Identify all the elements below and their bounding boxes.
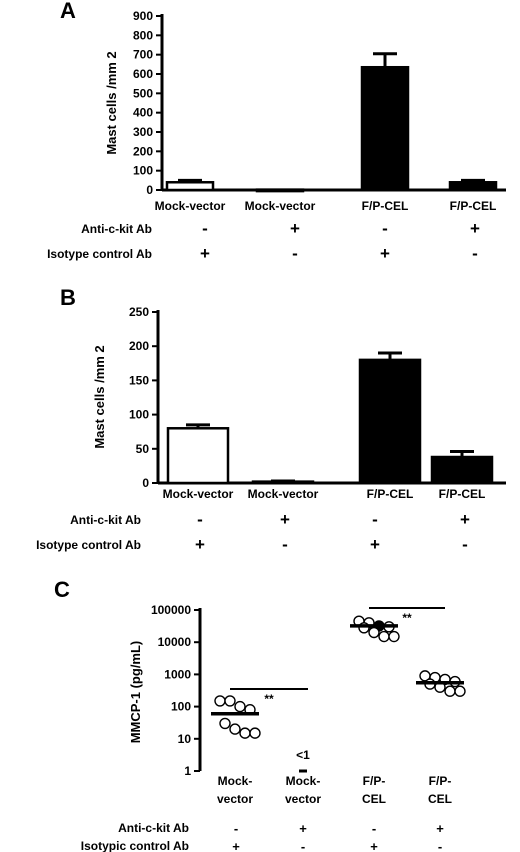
treatment-row-label: Isotypic control Ab [81, 839, 189, 852]
y-tick-label-b: 150 [129, 373, 149, 387]
category-label-c: Mock- [286, 774, 321, 788]
bar-b-3 [358, 358, 422, 485]
treatment-sign: + [370, 535, 380, 554]
bar-b-2 [251, 480, 315, 485]
panel-label-c: C [54, 577, 70, 602]
significance-label: ** [402, 611, 412, 625]
bar-a-1 [165, 181, 215, 192]
treatment-sign: + [299, 821, 307, 836]
treatment-sign: - [472, 244, 478, 263]
category-label-a: Mock-vector [245, 199, 316, 213]
y-tick-label-a: 100 [133, 164, 153, 178]
y-axis-title-b: Mast cells /mm 2 [92, 345, 107, 448]
treatment-sign: - [197, 510, 203, 529]
bar-a-4 [448, 181, 498, 192]
category-label-b: F/P-CEL [439, 487, 486, 501]
bar-b-1 [166, 427, 230, 485]
y-tick-label-b: 250 [129, 305, 149, 319]
data-point-c [219, 717, 231, 730]
y-tick-label-b: 50 [136, 442, 150, 456]
data-point-c [224, 695, 236, 707]
treatment-sign: + [280, 510, 290, 529]
y-tick-label-c: 100000 [151, 603, 191, 617]
category-label-b: F/P-CEL [367, 487, 414, 501]
bar-a-2 [255, 188, 305, 193]
treatment-sign: - [292, 244, 298, 263]
treatment-row-label: Anti-c-kit Ab [118, 821, 189, 835]
bar-a-3 [360, 65, 410, 192]
data-point-c [214, 695, 226, 707]
y-tick-label-a: 400 [133, 106, 153, 120]
treatment-sign: + [200, 244, 210, 263]
treatment-sign: + [380, 244, 390, 263]
data-point-c [249, 727, 261, 739]
treatment-sign: + [232, 839, 240, 852]
category-label-c: F/P- [363, 774, 386, 788]
category-label-c: CEL [428, 792, 452, 806]
y-tick-label-a: 500 [133, 86, 153, 100]
treatment-row-label: Isotype control Ab [36, 538, 141, 552]
data-point-c [239, 727, 251, 739]
y-tick-label-b: 0 [142, 476, 149, 490]
treatment-sign: - [438, 839, 442, 852]
panel-label-b: B [60, 285, 76, 310]
data-point-c [378, 630, 390, 643]
bar-b-4 [430, 455, 494, 485]
treatment-sign: - [462, 535, 468, 554]
y-tick-label-c: 1 [184, 764, 191, 778]
data-point-c [368, 626, 380, 639]
y-axis-title-c: MMCP-1 (pg/mL) [128, 641, 143, 744]
y-tick-label-a: 300 [133, 125, 153, 139]
treatment-sign: + [290, 219, 300, 238]
panel-label-a: A [60, 0, 76, 23]
y-tick-label-c: 10 [178, 732, 192, 746]
category-label-c: vector [217, 792, 253, 806]
treatment-row-label: Anti-c-kit Ab [70, 513, 141, 527]
category-label-c: CEL [362, 792, 386, 806]
treatment-sign: - [372, 821, 376, 836]
below-detection-label: <1 [296, 748, 310, 762]
treatment-sign: + [195, 535, 205, 554]
treatment-sign: + [470, 219, 480, 238]
y-tick-label-a: 700 [133, 48, 153, 62]
category-label-a: F/P-CEL [450, 199, 497, 213]
y-tick-label-c: 10000 [158, 635, 192, 649]
treatment-sign: - [301, 839, 305, 852]
data-point-c [444, 685, 456, 697]
treatment-row-label: Isotype control Ab [47, 247, 152, 261]
treatment-sign: + [460, 510, 470, 529]
treatment-sign: - [202, 219, 208, 238]
category-label-b: Mock-vector [163, 487, 234, 501]
data-point-c [454, 685, 466, 697]
y-tick-label-a: 600 [133, 67, 153, 81]
significance-label: ** [264, 692, 274, 706]
treatment-row-label: Anti-c-kit Ab [81, 222, 152, 236]
y-tick-label-c: 100 [171, 700, 191, 714]
y-tick-label-a: 0 [146, 183, 153, 197]
y-tick-label-c: 1000 [164, 667, 191, 681]
treatment-sign: - [372, 510, 378, 529]
treatment-sign: - [234, 821, 238, 836]
category-label-c: Mock- [218, 774, 253, 788]
y-axis-title-a: Mast cells /mm 2 [104, 51, 119, 154]
y-tick-label-a: 200 [133, 144, 153, 158]
treatment-sign: + [436, 821, 444, 836]
y-tick-label-a: 800 [133, 28, 153, 42]
data-point-c [229, 723, 241, 735]
y-tick-label-b: 200 [129, 339, 149, 353]
data-point-c [234, 700, 246, 713]
category-label-b: Mock-vector [248, 487, 319, 501]
treatment-sign: - [382, 219, 388, 238]
data-point-c [388, 630, 400, 643]
treatment-sign: - [282, 535, 288, 554]
y-tick-label-b: 100 [129, 408, 149, 422]
treatment-sign: + [370, 839, 378, 852]
category-label-a: Mock-vector [155, 199, 226, 213]
category-label-a: F/P-CEL [362, 199, 409, 213]
category-label-c: vector [285, 792, 321, 806]
category-label-c: F/P- [429, 774, 452, 788]
y-tick-label-a: 900 [133, 9, 153, 23]
